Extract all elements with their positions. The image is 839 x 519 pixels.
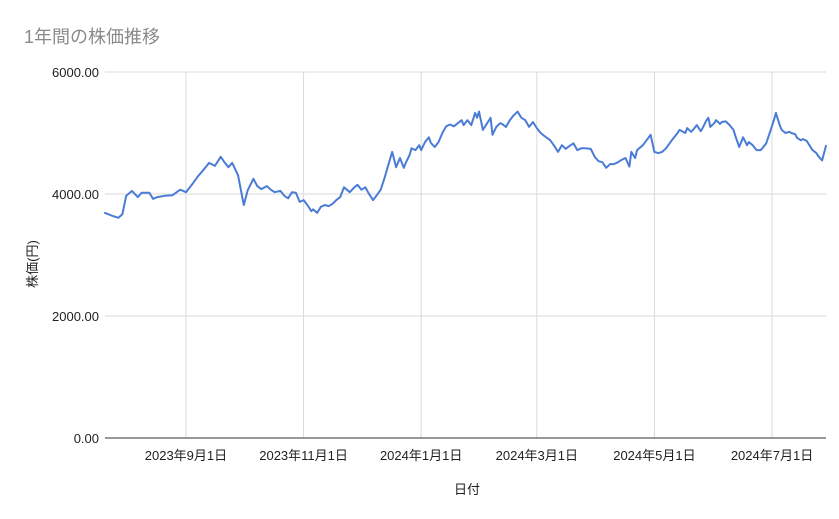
x-axis-tick-label: 2024年5月1日 [613, 448, 696, 463]
x-axis-tick-label: 2023年9月1日 [144, 448, 228, 463]
x-axis-tick-label: 2024年1月1日 [379, 448, 463, 463]
y-axis-tick-label: 6000.00 [52, 65, 99, 80]
chart-title: 1年間の株価推移 [24, 27, 161, 47]
stock-price-line-series [104, 110, 827, 219]
x-axis-title: 日付 [453, 482, 480, 497]
y-axis-tick-label: 4000.00 [52, 187, 99, 202]
x-axis-tick-label: 2024年3月1日 [495, 448, 579, 463]
y-axis-tick-label: 2000.00 [52, 309, 99, 324]
y-axis-tick-label: 0.00 [73, 431, 99, 446]
x-axis-tick-label: 2024年7月1日 [730, 448, 814, 463]
y-axis-title: 株価(円) [25, 240, 40, 288]
x-axis-tick-label: 2023年11月1日 [259, 448, 348, 463]
